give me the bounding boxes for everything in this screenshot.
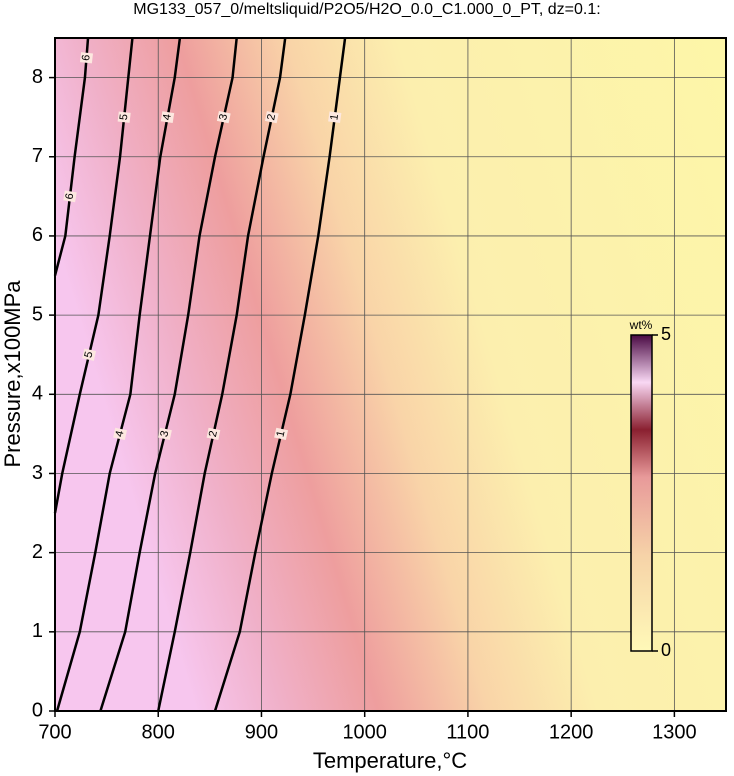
y-tick-label: 2 <box>32 541 43 563</box>
contour-label: 3 <box>158 430 171 439</box>
y-tick-label: 6 <box>32 224 43 246</box>
contour-label-group: 6 <box>63 190 77 203</box>
contour-label: 6 <box>63 192 76 200</box>
contour-label-bg <box>160 111 175 124</box>
contour-label-group: 3 <box>158 427 172 441</box>
contour-label-bg <box>79 52 94 64</box>
contour-label-bg <box>63 190 77 203</box>
contour-label-group: 5 <box>82 348 97 361</box>
x-tick-label: 700 <box>38 721 71 743</box>
contour-label-group: 2 <box>206 427 221 440</box>
contour-label-bg <box>264 111 279 124</box>
contour-label: 5 <box>118 113 131 120</box>
contour-label: 2 <box>207 430 220 438</box>
contour-label: 2 <box>265 113 278 121</box>
contour-line <box>53 37 90 276</box>
contour-label-bg <box>82 348 97 361</box>
plot-background <box>55 38 726 711</box>
contour-label-group: 4 <box>113 427 127 441</box>
colorbar-tick-label: 5 <box>661 324 671 344</box>
y-tick-label: 7 <box>32 145 43 167</box>
contour-label: 3 <box>217 113 230 121</box>
contour-label: 5 <box>82 350 95 359</box>
chart-title: MG133_057_0/meltsliquid/P2O5/H2O_0.0_C1.… <box>133 1 600 18</box>
y-tick-label: 5 <box>32 303 43 325</box>
x-tick-label: 1100 <box>446 721 489 743</box>
contour-label-group: 4 <box>160 111 175 124</box>
contour-label-bg <box>206 427 221 440</box>
contour-line <box>53 37 134 514</box>
y-tick-label: 3 <box>32 462 43 484</box>
y-tick-label: 0 <box>32 699 43 721</box>
contour-label-group: 2 <box>264 111 279 124</box>
contour-label-group: 3 <box>216 111 231 124</box>
colorbar-label: wt% <box>629 318 653 332</box>
contour-label: 4 <box>113 430 126 439</box>
contour-label: 4 <box>161 113 174 121</box>
x-tick-label: 1200 <box>549 721 594 743</box>
y-tick-label: 4 <box>32 383 43 405</box>
contour-label-bg <box>216 111 231 124</box>
y-axis-label: Pressure,x100MPa <box>0 280 25 468</box>
contour-label: 1 <box>274 430 287 439</box>
x-tick-label: 1000 <box>342 721 387 743</box>
plot-frame <box>54 37 727 712</box>
contour-label-group: 6 <box>79 52 94 64</box>
x-axis-label: Temperature,°C <box>313 748 467 773</box>
y-tick-label: 8 <box>32 66 43 88</box>
contour-label: 6 <box>80 54 93 61</box>
contour-label-bg <box>113 427 127 441</box>
contour-label: 1 <box>328 113 341 121</box>
contour-label-bg <box>117 111 131 123</box>
contour-label-group: 1 <box>328 111 342 123</box>
contour-label-bg <box>158 427 172 441</box>
y-tick-label: 1 <box>32 620 43 642</box>
colorbar <box>630 334 653 652</box>
contour-label-group: 5 <box>117 111 131 123</box>
contour-label-bg <box>274 427 289 441</box>
colorbar-tick-label: 0 <box>661 640 671 660</box>
contour-label-bg <box>328 111 342 123</box>
x-tick-label: 900 <box>245 721 278 743</box>
x-tick-label: 800 <box>142 721 175 743</box>
contour-label-group: 1 <box>274 427 289 441</box>
x-tick-label: 1300 <box>652 721 697 743</box>
